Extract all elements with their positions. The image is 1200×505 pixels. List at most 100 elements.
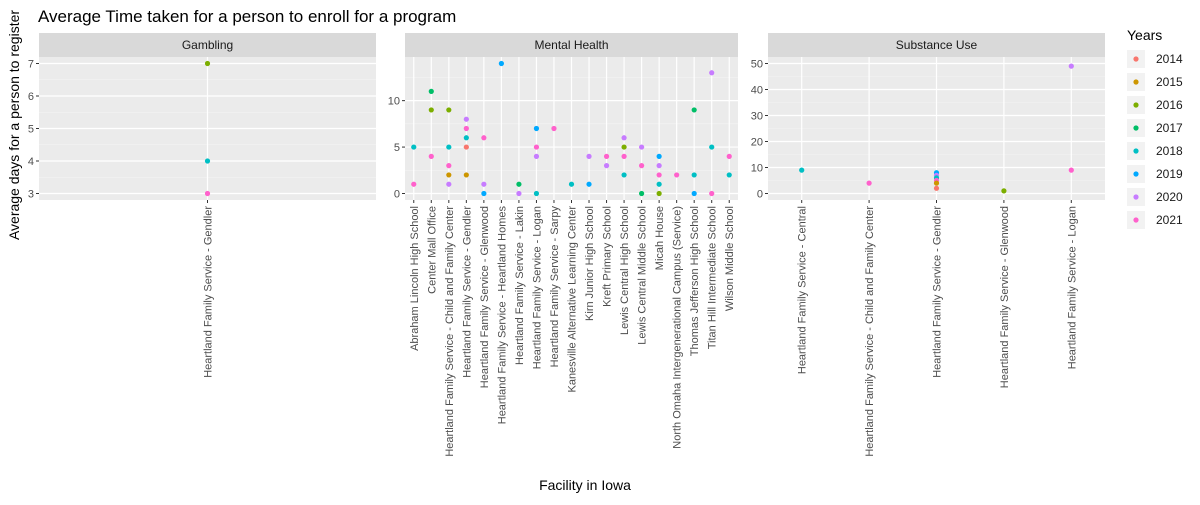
legend-label: 2016: [1156, 98, 1183, 112]
data-point: [533, 190, 540, 197]
legend-label: 2018: [1156, 144, 1183, 158]
x-tick-label: Heartland Family Service - Gendler: [203, 206, 215, 378]
facet-panel: Gambling 3 4 5 6 7 Heartland Family Service - …: [28, 33, 376, 378]
data-point: [709, 144, 715, 150]
facet-strip: [39, 33, 376, 57]
data-point: [568, 181, 575, 187]
data-point: [656, 181, 662, 187]
y-tick-label: 0: [394, 189, 400, 201]
data-point: [656, 190, 662, 197]
legend-label: 2015: [1156, 75, 1183, 89]
data-point: [533, 144, 540, 150]
y-axis-label: Average days for a person to register: [6, 10, 22, 240]
data-point: [621, 144, 627, 150]
data-point: [1068, 167, 1074, 173]
data-point: [726, 153, 732, 159]
data-point: [674, 172, 680, 178]
data-point: [726, 172, 732, 178]
x-tick-label: Micah House: [654, 206, 666, 270]
y-tick-label: 40: [751, 85, 763, 97]
data-point: [866, 180, 872, 186]
data-point: [533, 153, 540, 159]
y-tick-label: 10: [388, 96, 400, 108]
x-tick-label: Center Mall Office: [426, 206, 438, 294]
y-tick-label: 4: [28, 156, 34, 168]
legend-title: Years: [1127, 27, 1162, 43]
legend-label: 2017: [1156, 121, 1183, 135]
data-point: [533, 125, 540, 132]
data-point: [603, 163, 610, 169]
x-tick-label: Kirn Junior High School: [584, 206, 596, 321]
data-point: [586, 153, 592, 159]
data-point: [933, 180, 940, 186]
x-tick-label: Heartland Family Service - Heartland Hom…: [496, 206, 508, 425]
x-tick-label: Lewis Central Middle School: [637, 206, 649, 345]
data-point: [656, 172, 662, 178]
facet-strip-label: Mental Health: [534, 38, 608, 52]
data-point: [446, 163, 452, 169]
data-point: [656, 163, 662, 169]
legend-label: 2020: [1156, 190, 1183, 204]
data-point: [463, 135, 469, 141]
data-point: [446, 172, 452, 178]
data-point: [621, 135, 627, 141]
data-point: [463, 172, 469, 178]
y-tick-label: 5: [28, 124, 34, 136]
x-axis-label: Facility in Iowa: [539, 477, 631, 493]
data-point: [204, 190, 211, 197]
y-tick-label: 5: [394, 142, 400, 154]
x-tick-label: Heartland Family Service - Child and Fam…: [864, 206, 876, 457]
data-point: [428, 107, 434, 113]
data-point: [639, 163, 645, 169]
y-tick-label: 30: [751, 111, 763, 123]
data-point: [551, 125, 557, 132]
legend-marker: [1133, 148, 1139, 154]
data-point: [481, 181, 487, 187]
data-point: [1001, 188, 1007, 194]
data-point: [428, 88, 434, 94]
legend-marker: [1133, 125, 1139, 131]
data-point: [709, 190, 715, 197]
data-point: [516, 190, 522, 197]
data-point: [621, 172, 627, 178]
data-point: [463, 125, 469, 132]
legend-marker: [1133, 217, 1139, 223]
x-tick-label: Heartland Family Service - Central: [797, 206, 809, 374]
x-tick-label: Heartland Family Service - Gendler: [461, 206, 473, 378]
data-point: [691, 190, 697, 197]
data-point: [621, 153, 627, 159]
data-point: [204, 158, 211, 164]
facet-panels: Gambling 3 4 5 6 7 Heartland Family Service - …: [28, 33, 1105, 457]
x-tick-label: Heartland Family Service - Logan: [531, 206, 543, 369]
data-point: [411, 181, 417, 187]
facet-strip-label: Gambling: [182, 38, 233, 52]
data-point: [691, 107, 697, 113]
data-point: [933, 185, 940, 191]
x-tick-label: Heartland Family Service - Sarpy: [549, 206, 561, 368]
legend-label: 2014: [1156, 52, 1183, 66]
data-point: [204, 60, 211, 67]
data-point: [586, 181, 592, 187]
legend-marker: [1133, 194, 1139, 200]
data-point: [463, 144, 469, 150]
facet-strip: [768, 33, 1105, 57]
data-point: [428, 153, 434, 159]
data-point: [446, 181, 452, 187]
x-tick-label: Abraham Lincoln High School: [409, 206, 421, 351]
chart-title: Average Time taken for a person to enrol…: [38, 7, 456, 26]
x-tick-label: Heartland Family Service - Glenwood: [479, 206, 491, 388]
x-tick-label: Thomas Jefferson High School: [689, 206, 701, 356]
data-point: [799, 167, 805, 173]
facet-strip: [405, 33, 738, 57]
data-point: [639, 144, 645, 150]
x-tick-label: Lewis Central High School: [619, 206, 631, 335]
legend-label: 2019: [1156, 167, 1183, 181]
y-tick-label: 3: [28, 189, 34, 201]
y-tick-label: 10: [751, 163, 763, 175]
x-tick-label: Heartland Family Service - Gendler: [932, 206, 944, 378]
y-tick-label: 0: [757, 189, 763, 201]
data-point: [1068, 63, 1074, 69]
y-tick-label: 6: [28, 91, 34, 103]
x-tick-label: Kreft Primary School: [602, 206, 614, 307]
x-tick-label: Kanesville Alternative Learning Center: [567, 206, 579, 393]
